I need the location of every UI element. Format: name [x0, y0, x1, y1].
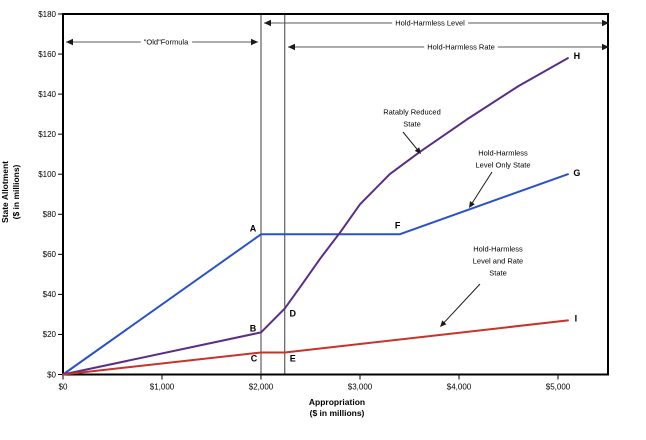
span-arrow-hold-harmless-rate: Hold-Harmless Rate: [288, 42, 609, 52]
annotation-hold-harmless-level-and-rate-state: Hold-Harmless Level and Rate State: [440, 245, 523, 327]
x-axis-title-line2: ($ in millions): [309, 408, 365, 418]
span-arrow-label: Hold-Harmless Rate: [427, 43, 495, 52]
arrowhead-icon: [251, 38, 258, 46]
y-axis-title-line2: ($ in millions): [11, 164, 21, 220]
point-label-c: C: [251, 353, 258, 363]
span-arrow-hold-harmless-level: Hold-Harmless Level: [264, 18, 609, 28]
series-line-ratably-reduced-state: [62, 57, 569, 376]
series-line-hold-harmless-level-only-state: [62, 173, 569, 376]
x-axis-title: Appropriation ($ in millions): [257, 397, 417, 419]
span-label-backing: [392, 18, 469, 28]
annotation-arrow-line: [402, 131, 419, 152]
point-label-f: F: [395, 220, 401, 230]
point-label-h: H: [574, 51, 581, 61]
x-tick-label: $0: [59, 383, 68, 392]
annotation-text-line: State: [489, 269, 507, 278]
span-label-backing: [140, 37, 193, 47]
annotation-ratably-reduced-state: Ratably Reduced State: [383, 108, 441, 154]
x-tick-label: $3,000: [348, 383, 373, 392]
annotation-text: Ratably Reduced State: [383, 108, 441, 129]
annotation-text-line: Hold-Harmless: [473, 245, 523, 254]
annotation-text: Hold-Harmless Level and Rate State: [473, 245, 523, 278]
annotation-arrow-line: [470, 171, 493, 205]
point-label-b: B: [250, 323, 257, 333]
span-arrow-label: Hold-Harmless Level: [395, 19, 465, 28]
point-label-i: I: [575, 313, 578, 323]
point-label-e: E: [290, 353, 296, 363]
y-tick-label: $140: [38, 90, 56, 99]
x-tick-label: $5,000: [546, 383, 571, 392]
y-tick-label: $80: [43, 210, 57, 219]
span-arrow-label: "Old"Formula: [144, 38, 189, 47]
annotation-text-line: State: [403, 120, 421, 129]
plot-frame: [62, 13, 609, 376]
arrowhead-icon: [264, 19, 271, 27]
x-tick-label: $1,000: [150, 383, 175, 392]
arrowhead-icon: [414, 147, 421, 154]
point-label-d: D: [290, 308, 297, 318]
x-tick-label: $4,000: [447, 383, 472, 392]
arrowhead-icon: [602, 19, 609, 27]
arrowhead-icon: [602, 43, 609, 51]
x-tick-label: $2,000: [249, 383, 274, 392]
point-label-g: G: [573, 168, 580, 178]
y-tick-label: $120: [38, 130, 56, 139]
annotation-arrow-line: [442, 283, 481, 325]
y-tick-label: $0: [47, 370, 56, 379]
y-tick-label: $180: [38, 10, 56, 19]
annotation-text-line: Hold-Harmless: [478, 149, 528, 158]
annotation-text-line: Ratably Reduced: [383, 108, 441, 117]
arrowhead-icon: [469, 201, 475, 208]
span-label-backing: [424, 42, 498, 52]
y-tick-label: $60: [43, 250, 57, 259]
y-axis-title: State Allotment ($ in millions): [0, 112, 24, 272]
arrowhead-icon: [288, 43, 295, 51]
y-tick-label: $20: [43, 330, 57, 339]
arrowhead-icon: [440, 320, 447, 327]
series-line-hold-harmless-level-and-rate-state: [62, 319, 569, 376]
y-tick-label: $160: [38, 50, 56, 59]
x-axis-title-line1: Appropriation: [308, 397, 366, 407]
y-tick-label: $40: [43, 290, 57, 299]
y-tick-label: $100: [38, 170, 56, 179]
y-axis-title-line1: State Allotment: [0, 160, 10, 224]
arrowhead-icon: [66, 38, 73, 46]
annotation-hold-harmless-level-only-state: Hold-Harmless Level Only State: [469, 149, 531, 208]
annotation-text-line: Level Only State: [475, 161, 530, 170]
span-arrow-old-formula: "Old"Formula: [66, 37, 258, 47]
point-label-a: A: [250, 223, 257, 233]
annotation-text: Hold-Harmless Level Only State: [475, 149, 530, 170]
annotation-text-line: Level and Rate: [473, 257, 523, 266]
